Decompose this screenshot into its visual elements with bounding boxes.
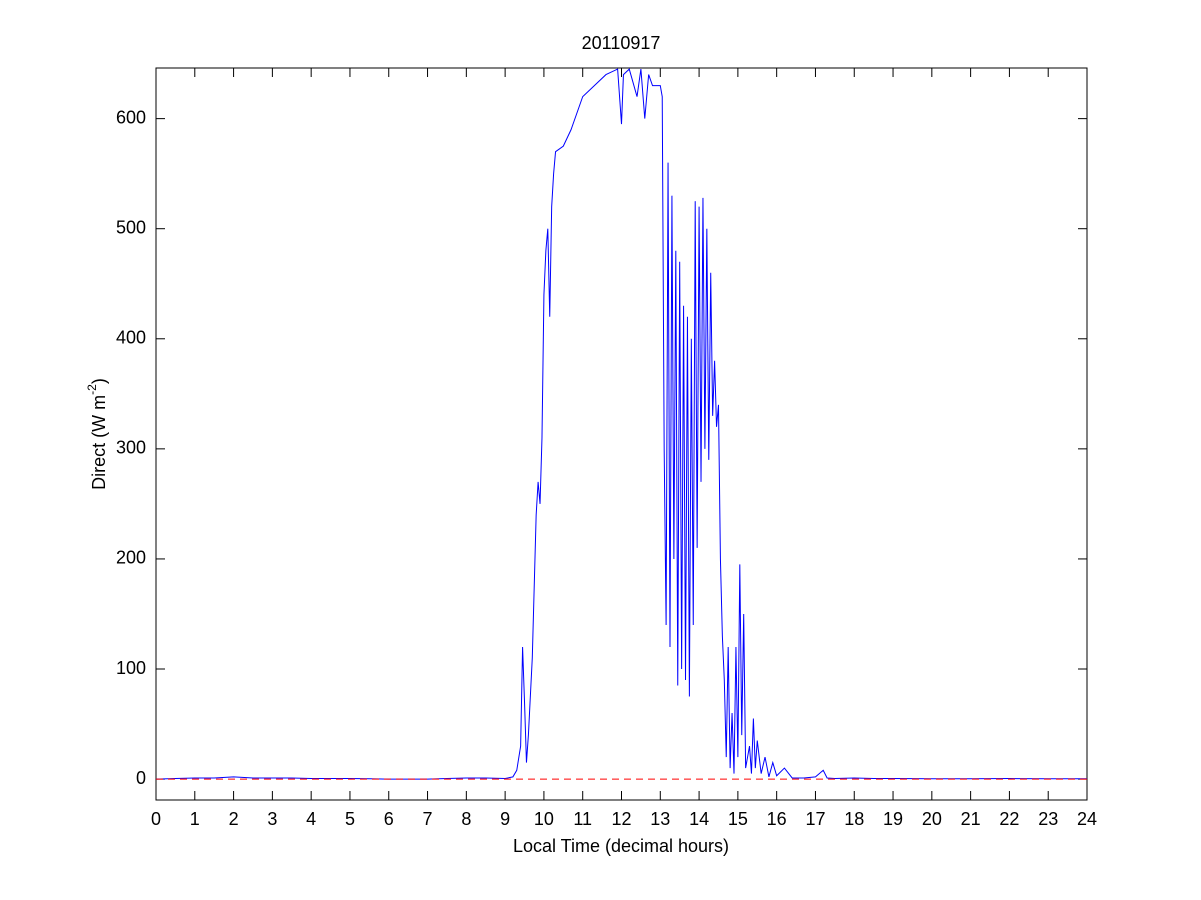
x-tick-label: 14 — [689, 809, 709, 829]
y-tick-label: 300 — [116, 438, 146, 458]
x-tick-label: 1 — [190, 809, 200, 829]
x-tick-label: 11 — [573, 809, 592, 829]
x-tick-label: 3 — [267, 809, 277, 829]
y-tick-label: 400 — [116, 328, 146, 348]
y-tick-label: 600 — [116, 107, 146, 127]
x-tick-label: 15 — [728, 809, 748, 829]
x-tick-label: 6 — [384, 809, 394, 829]
x-tick-label: 12 — [611, 809, 631, 829]
y-label-text: ) — [89, 378, 109, 384]
x-tick-label: 4 — [306, 809, 316, 829]
x-tick-label: 9 — [500, 809, 510, 829]
x-tick-label: 19 — [883, 809, 903, 829]
x-tick-label: 8 — [461, 809, 471, 829]
x-tick-label: 20 — [922, 809, 942, 829]
x-tick-label: 23 — [1038, 809, 1058, 829]
x-tick-label: 2 — [229, 809, 239, 829]
x-tick-label: 18 — [844, 809, 864, 829]
x-axis-label: Local Time (decimal hours) — [513, 836, 729, 856]
x-tick-label: 21 — [961, 809, 981, 829]
x-tick-label: 17 — [805, 809, 825, 829]
y-tick-label: 0 — [136, 768, 146, 788]
x-tick-label: 22 — [999, 809, 1019, 829]
x-tick-label: 16 — [767, 809, 787, 829]
x-tick-label: 13 — [650, 809, 670, 829]
y-label-text: Direct (W m — [89, 395, 109, 490]
x-tick-label: 7 — [423, 809, 433, 829]
y-axis-label: Direct (W m-2) — [85, 378, 109, 490]
y-tick-label: 100 — [116, 658, 146, 678]
y-label-superscript: -2 — [85, 384, 99, 395]
y-tick-label: 200 — [116, 548, 146, 568]
x-tick-label: 0 — [151, 809, 161, 829]
x-tick-label: 10 — [534, 809, 554, 829]
data-line — [155, 68, 1087, 780]
x-tick-label: 5 — [345, 809, 355, 829]
x-tick-label: 24 — [1077, 809, 1097, 829]
chart-title: 20110917 — [582, 33, 661, 53]
y-tick-label: 500 — [116, 217, 146, 237]
